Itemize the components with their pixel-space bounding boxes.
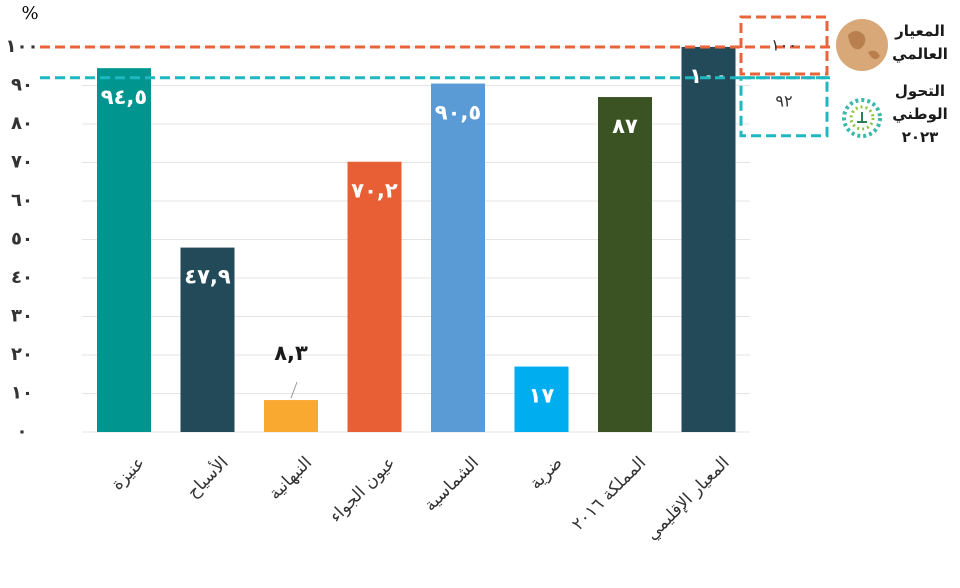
y-tick-label: ٤٠	[11, 267, 33, 288]
bar	[347, 161, 402, 433]
y-axis-label: %	[21, 3, 38, 24]
y-tick-label: ١٠	[11, 383, 33, 404]
legend-text: المعيار العالمي	[892, 22, 948, 63]
value-label: ٨,٣	[274, 341, 308, 365]
y-tick-label: ٣٠	[11, 306, 33, 327]
x-tick-label: المعيار الإقليمي	[642, 453, 733, 544]
value-label: ٧٠,٢	[351, 179, 398, 203]
bar	[598, 97, 652, 433]
value-label: ١٠٠	[689, 64, 727, 88]
vision-icon	[842, 98, 882, 138]
y-tick-label: ٨٠	[11, 113, 33, 134]
bar	[180, 247, 235, 432]
x-tick-label: ضرية	[526, 453, 567, 494]
x-tick-label: الشماسية	[420, 453, 483, 516]
globe-land	[848, 31, 880, 60]
y-tick-label: ٢٠	[11, 344, 33, 365]
reference-value: ٩٢	[775, 92, 792, 111]
leader-line	[290, 381, 298, 399]
x-tick-label: عنيزة	[108, 453, 150, 495]
x-tick-label: الأسياح	[182, 452, 232, 502]
y-tick-label: ١٠٠	[6, 36, 39, 57]
reference-box	[739, 15, 829, 76]
value-label: ٩٠,٥	[435, 101, 481, 125]
bar	[431, 83, 485, 432]
y-tick-label: ٧٠	[11, 152, 33, 173]
y-tick-label: ٠	[17, 421, 28, 442]
x-tick-label: المملكة ٢٠١٦	[568, 453, 650, 535]
y-tick-label: ٩٠	[11, 75, 33, 96]
x-tick-label: عيون الجواء	[326, 453, 400, 527]
bar	[514, 366, 569, 432]
value-label: ٤٧,٩	[184, 265, 231, 289]
value-label: ٩٤,٥	[101, 85, 147, 109]
value-label: ٨٧	[612, 114, 638, 138]
y-tick-label: ٦٠	[11, 190, 33, 211]
value-label: ١٧	[529, 384, 555, 408]
bar	[97, 68, 151, 433]
reference-value: ١٠٠	[771, 36, 797, 55]
reference-box	[739, 76, 829, 138]
legend-text: التحول الوطني ٢٠٢٣	[892, 82, 948, 146]
bar	[264, 400, 318, 432]
x-tick-label: النبهانية	[265, 453, 316, 504]
y-tick-label: ٥٠	[11, 229, 33, 250]
bar	[681, 47, 736, 432]
